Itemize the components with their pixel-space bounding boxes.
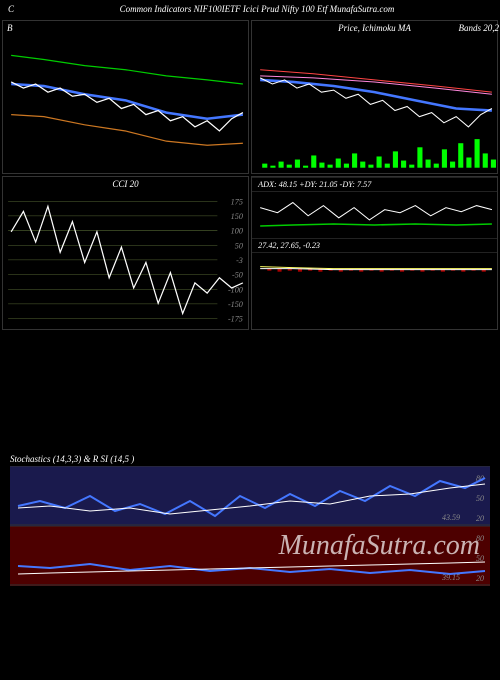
svg-text:-150: -150: [228, 300, 243, 309]
header-text: Common Indicators NIF100IETF Icici Prud …: [120, 4, 395, 14]
bbands-panel: B: [2, 20, 249, 174]
svg-text:20: 20: [476, 574, 484, 583]
svg-text:50: 50: [476, 494, 484, 503]
stochastics-chart-1: 80502043.59: [10, 466, 490, 526]
adx-chart: ADX: 48.15 +DY: 21.05 -DY: 7.57: [252, 177, 497, 238]
price-ma-chart: [252, 35, 497, 173]
cci-panel: CCI 20 17515010050-3-50-100-150-175: [2, 176, 249, 330]
top-charts-grid: B Price, Ichimoku MA Bands 20,2 CCI 20 1…: [0, 18, 500, 332]
bbands-chart: [3, 35, 248, 173]
svg-text:20: 20: [476, 514, 484, 523]
svg-text:-50: -50: [232, 270, 243, 279]
svg-text:150: 150: [231, 212, 243, 221]
svg-text:80: 80: [476, 534, 484, 543]
svg-text:39.15: 39.15: [441, 573, 460, 582]
stochastics-title: Stochastics (14,3,3) & R SI (14,5 ): [0, 452, 500, 466]
stochastics-chart-2: 80502039.15: [10, 526, 490, 586]
bbands-title-left: B: [3, 21, 248, 35]
svg-text:27.42, 27.65, -0.23: 27.42, 27.65, -0.23: [258, 241, 320, 250]
svg-text:-175: -175: [228, 314, 243, 323]
bottom-section: Stochastics (14,3,3) & R SI (14,5 ) 80 50…: [0, 452, 500, 586]
cci-title: CCI 20: [3, 177, 248, 191]
cci-chart: 17515010050-3-50-100-150-175: [3, 191, 248, 329]
svg-text:100: 100: [231, 226, 243, 235]
svg-text:175: 175: [231, 197, 243, 206]
price-ma-panel: Price, Ichimoku MA Bands 20,2: [251, 20, 498, 174]
svg-text:ADX: 48.15 +DY: 21.05 -DY: 7.5: ADX: 48.15 +DY: 21.05 -DY: 7.57: [257, 180, 372, 189]
svg-text:43.59: 43.59: [442, 513, 460, 522]
bbands-title-right: Bands 20,2: [459, 23, 500, 33]
svg-text:50: 50: [235, 241, 243, 250]
header-prefix: C: [8, 4, 14, 14]
adx-macd-panel: ADX: 48.15 +DY: 21.05 -DY: 7.57 27.42, 2…: [251, 176, 498, 330]
macd-chart: 27.42, 27.65, -0.23: [252, 238, 497, 299]
svg-text:-3: -3: [236, 256, 243, 265]
page-header: C Common Indicators NIF100IETF Icici Pru…: [0, 0, 500, 18]
